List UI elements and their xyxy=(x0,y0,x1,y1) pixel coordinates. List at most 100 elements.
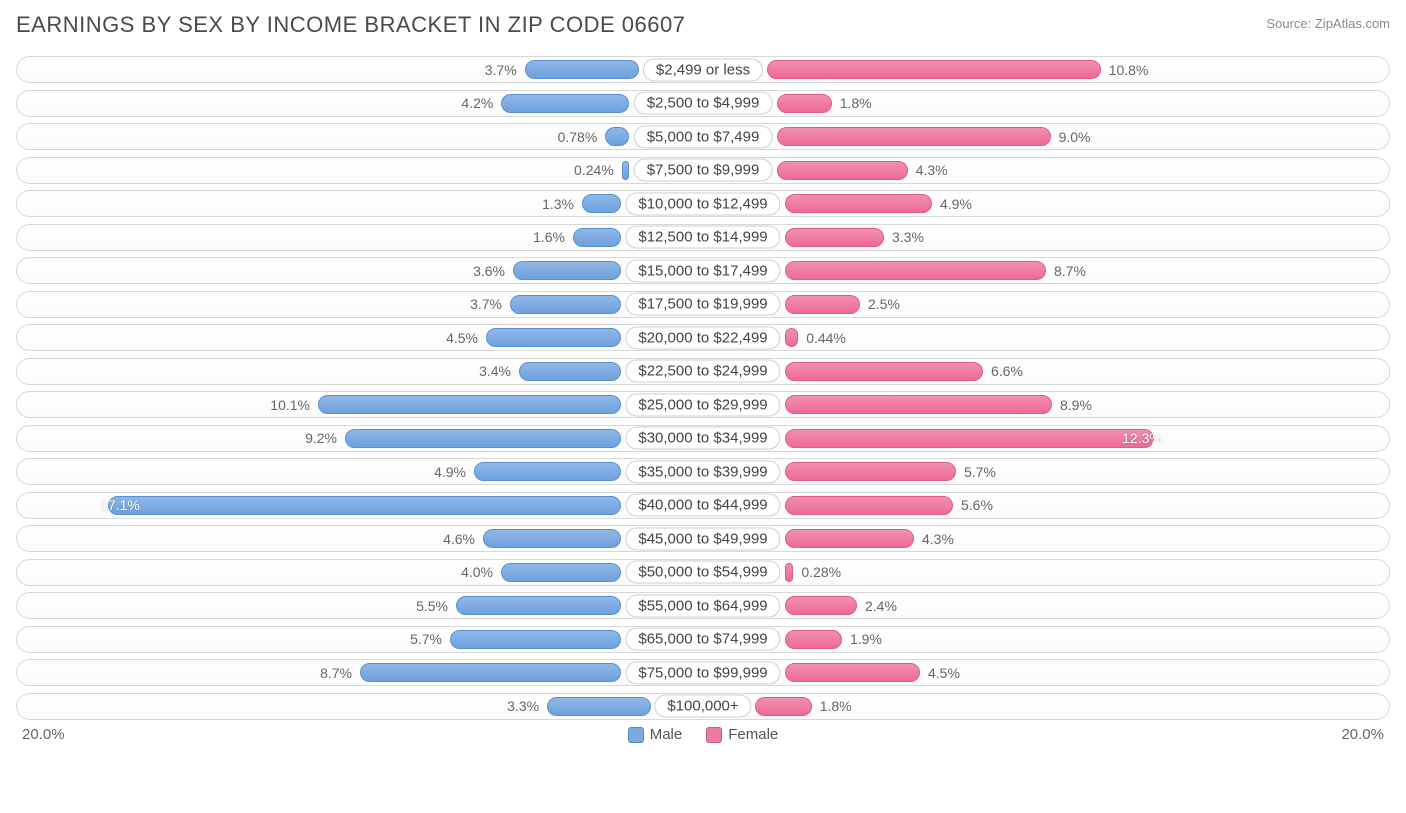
male-pct-label: 17.1% xyxy=(100,497,140,513)
female-bar xyxy=(785,663,920,682)
chart-row: $20,000 to $22,4994.5%0.44% xyxy=(16,324,1390,351)
male-pct-label: 3.3% xyxy=(507,698,539,714)
male-bar xyxy=(318,395,621,414)
male-bar xyxy=(501,563,621,582)
axis-label-left: 20.0% xyxy=(22,726,65,743)
chart-row: $2,500 to $4,999 4.2% 1.8% xyxy=(16,90,1390,117)
chart-row: $100,000+ 3.3% 1.8% xyxy=(16,693,1390,720)
chart-row: $65,000 to $74,999 5.7% 1.9% xyxy=(16,626,1390,653)
female-pct-label: 1.9% xyxy=(850,631,882,647)
female-bar xyxy=(785,496,953,515)
female-pct-label: 1.8% xyxy=(840,95,872,111)
bracket-label: $75,000 to $99,999 xyxy=(625,661,780,684)
female-bar xyxy=(785,529,914,548)
female-bar xyxy=(785,228,884,247)
male-pct-label: 5.5% xyxy=(416,598,448,614)
female-pct-label: 1.8% xyxy=(820,698,852,714)
female-pct-label: 3.3% xyxy=(892,229,924,245)
chart-row: $45,000 to $49,9994.6%4.3% xyxy=(16,525,1390,552)
chart-row: $7,500 to $9,999 0.24% 4.3% xyxy=(16,157,1390,184)
bracket-label: $20,000 to $22,499 xyxy=(625,326,780,349)
male-pct-label: 3.4% xyxy=(479,363,511,379)
chart-row: $12,500 to $14,999 1.6% 3.3% xyxy=(16,224,1390,251)
male-bar xyxy=(108,496,621,515)
bracket-label: $100,000+ xyxy=(654,695,751,718)
legend-item-male: Male xyxy=(628,726,683,743)
male-pct-label: 0.24% xyxy=(574,162,614,178)
male-bar xyxy=(450,630,621,649)
female-pct-label: 10.8% xyxy=(1109,62,1149,78)
bracket-label: $2,500 to $4,999 xyxy=(634,92,773,115)
male-bar xyxy=(622,161,629,180)
female-bar xyxy=(785,362,983,381)
female-bar xyxy=(785,462,956,481)
female-bar xyxy=(785,630,842,649)
female-pct-label: 2.4% xyxy=(865,598,897,614)
male-pct-label: 9.2% xyxy=(305,430,337,446)
chart-row: $35,000 to $39,9994.9%5.7% xyxy=(16,458,1390,485)
chart-row: $15,000 to $17,499 3.6% 8.7% xyxy=(16,257,1390,284)
female-bar xyxy=(785,328,798,347)
female-bar xyxy=(777,161,908,180)
female-pct-label: 5.7% xyxy=(964,464,996,480)
male-pct-label: 4.9% xyxy=(434,464,466,480)
female-pct-label: 4.3% xyxy=(916,162,948,178)
female-bar xyxy=(785,194,932,213)
chart-row: $30,000 to $34,9999.2%12.3% xyxy=(16,425,1390,452)
chart-row: $17,500 to $19,9993.7%2.5% xyxy=(16,291,1390,318)
male-bar xyxy=(456,596,621,615)
male-bar xyxy=(510,295,621,314)
bracket-label: $45,000 to $49,999 xyxy=(625,527,780,550)
chart-row: $5,000 to $7,499 0.78% 9.0% xyxy=(16,123,1390,150)
female-pct-label: 12.3% xyxy=(1122,430,1162,446)
chart-row: $2,499 or less3.7%10.8% xyxy=(16,56,1390,83)
male-swatch-icon xyxy=(628,727,644,743)
chart-row: $55,000 to $64,9995.5%2.4% xyxy=(16,592,1390,619)
female-bar xyxy=(785,261,1046,280)
male-pct-label: 4.0% xyxy=(461,564,493,580)
male-bar xyxy=(360,663,621,682)
female-bar xyxy=(755,697,812,716)
female-pct-label: 0.28% xyxy=(801,564,841,580)
male-pct-label: 3.6% xyxy=(473,263,505,279)
chart-title: EARNINGS BY SEX BY INCOME BRACKET IN ZIP… xyxy=(16,12,685,38)
legend-label-male: Male xyxy=(650,726,683,743)
male-bar xyxy=(483,529,621,548)
male-pct-label: 10.1% xyxy=(270,397,310,413)
male-bar xyxy=(501,94,629,113)
female-bar xyxy=(777,94,832,113)
chart-row: $10,000 to $12,4991.3%4.9% xyxy=(16,190,1390,217)
male-bar xyxy=(474,462,621,481)
male-pct-label: 0.78% xyxy=(558,129,598,145)
male-bar xyxy=(582,194,621,213)
bracket-label: $10,000 to $12,499 xyxy=(625,192,780,215)
male-pct-label: 1.6% xyxy=(533,229,565,245)
female-pct-label: 9.0% xyxy=(1059,129,1091,145)
male-pct-label: 4.2% xyxy=(461,95,493,111)
male-bar xyxy=(547,697,651,716)
male-bar xyxy=(345,429,621,448)
male-pct-label: 5.7% xyxy=(410,631,442,647)
bracket-label: $7,500 to $9,999 xyxy=(634,159,773,182)
bracket-label: $5,000 to $7,499 xyxy=(634,125,773,148)
chart-footer: 20.0% Male Female 20.0% xyxy=(16,726,1390,743)
female-bar xyxy=(767,60,1101,79)
female-bar xyxy=(785,429,1154,448)
female-pct-label: 8.7% xyxy=(1054,263,1086,279)
bracket-label: $2,499 or less xyxy=(643,58,763,81)
female-bar xyxy=(777,127,1051,146)
bracket-label: $65,000 to $74,999 xyxy=(625,628,780,651)
chart-row: $50,000 to $54,9994.0%0.28% xyxy=(16,559,1390,586)
legend-item-female: Female xyxy=(706,726,778,743)
female-pct-label: 8.9% xyxy=(1060,397,1092,413)
chart-row: $22,500 to $24,9993.4%6.6% xyxy=(16,358,1390,385)
female-pct-label: 2.5% xyxy=(868,296,900,312)
diverging-bar-chart: $2,499 or less3.7%10.8% $2,500 to $4,999 4… xyxy=(16,56,1390,720)
bracket-label: $17,500 to $19,999 xyxy=(625,293,780,316)
female-pct-label: 0.44% xyxy=(806,330,846,346)
bracket-label: $12,500 to $14,999 xyxy=(625,226,780,249)
female-bar xyxy=(785,563,793,582)
bracket-label: $40,000 to $44,999 xyxy=(625,494,780,517)
bracket-label: $15,000 to $17,499 xyxy=(625,259,780,282)
male-pct-label: 4.6% xyxy=(443,531,475,547)
